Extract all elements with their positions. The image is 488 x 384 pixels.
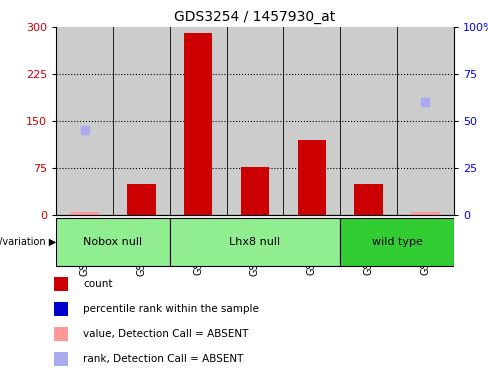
Bar <box>340 218 454 266</box>
Bar <box>56 27 113 215</box>
Bar <box>170 218 340 266</box>
Bar <box>184 33 212 215</box>
Bar <box>56 218 170 266</box>
Bar <box>397 27 454 215</box>
Text: value, Detection Call = ABSENT: value, Detection Call = ABSENT <box>83 329 248 339</box>
Bar <box>127 184 156 215</box>
Text: Nobox null: Nobox null <box>83 237 142 247</box>
Text: genotype/variation ▶: genotype/variation ▶ <box>0 237 56 247</box>
Bar <box>284 27 340 215</box>
Text: Lhx8 null: Lhx8 null <box>229 237 281 247</box>
Bar <box>70 212 99 215</box>
Bar <box>226 27 284 215</box>
Text: wild type: wild type <box>371 237 423 247</box>
Title: GDS3254 / 1457930_at: GDS3254 / 1457930_at <box>174 10 336 25</box>
Bar <box>340 27 397 215</box>
Bar <box>170 27 226 215</box>
Bar <box>354 184 383 215</box>
Bar <box>241 167 269 215</box>
Bar <box>113 27 170 215</box>
Bar <box>298 140 326 215</box>
Text: count: count <box>83 279 112 289</box>
Text: percentile rank within the sample: percentile rank within the sample <box>83 304 259 314</box>
Text: rank, Detection Call = ABSENT: rank, Detection Call = ABSENT <box>83 354 244 364</box>
Bar <box>411 212 440 215</box>
